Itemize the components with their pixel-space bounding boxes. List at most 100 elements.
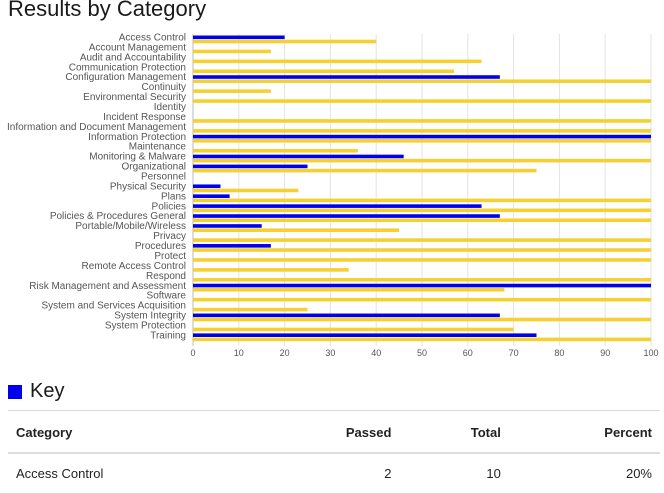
- bar-target[interactable]: [193, 268, 349, 272]
- category-label: Information and Document Management: [7, 122, 186, 133]
- page-title: Results by Category: [8, 0, 207, 21]
- bar-target[interactable]: [193, 119, 651, 123]
- x-tick-label: 100: [643, 348, 658, 358]
- cell-percent: 20%: [625, 466, 652, 481]
- cell-category: Access Control: [16, 466, 104, 481]
- bar-achieved[interactable]: [193, 283, 651, 288]
- category-label: Remote Access Control: [82, 261, 187, 272]
- x-tick-label: 70: [509, 348, 519, 358]
- category-label: Environmental Security: [83, 92, 186, 103]
- bar-target[interactable]: [193, 129, 651, 133]
- bars: [193, 35, 651, 342]
- category-label: System and Services Acquisition: [41, 301, 186, 312]
- bar-achieved[interactable]: [193, 204, 482, 208]
- x-tick-labels: 0 10 20 30 40 50 60 70 80 90 100: [190, 348, 658, 358]
- bar-target[interactable]: [193, 59, 482, 64]
- category-label: Audit and Accountability: [80, 52, 186, 63]
- bar-achieved[interactable]: [193, 194, 230, 198]
- bar-target[interactable]: [193, 297, 651, 302]
- cell-passed: 2: [384, 466, 392, 481]
- category-label: Procedures: [135, 241, 186, 252]
- category-label: Respond: [146, 271, 186, 282]
- category-label: Policies & Procedures General: [50, 211, 186, 222]
- bar-target[interactable]: [193, 317, 651, 322]
- category-label: Policies: [152, 201, 186, 212]
- category-label: Configuration Management: [65, 72, 186, 83]
- bar-target[interactable]: [193, 79, 651, 84]
- x-tick-label: 20: [280, 348, 290, 358]
- bar-target[interactable]: [193, 287, 505, 292]
- bar-target[interactable]: [193, 228, 400, 232]
- bar-target[interactable]: [193, 188, 299, 193]
- bar-target[interactable]: [193, 238, 651, 242]
- bar-achieved[interactable]: [193, 224, 262, 228]
- bar-target[interactable]: [193, 139, 651, 143]
- category-label: Training: [150, 330, 186, 341]
- results-table: Category Passed Total Percent Access Con…: [8, 410, 660, 493]
- category-label: Organizational: [122, 162, 186, 173]
- x-tick-label: 50: [417, 348, 427, 358]
- bar-achieved[interactable]: [193, 134, 651, 139]
- category-label: Incident Response: [103, 112, 186, 123]
- cell-total: 10: [486, 466, 501, 481]
- x-tick-label: 30: [325, 348, 335, 358]
- bar-target[interactable]: [193, 218, 651, 223]
- table-header-row: Category Passed Total Percent: [8, 410, 660, 454]
- bar-achieved[interactable]: [193, 75, 500, 79]
- bar-target[interactable]: [193, 307, 308, 312]
- category-label: Protect: [154, 251, 186, 262]
- bar-target[interactable]: [193, 278, 651, 282]
- category-label: Software: [147, 291, 187, 302]
- category-label: Physical Security: [110, 181, 186, 192]
- header-category[interactable]: Category: [8, 410, 254, 454]
- bar-target[interactable]: [193, 89, 271, 93]
- bar-target[interactable]: [193, 39, 377, 44]
- bar-target[interactable]: [193, 158, 651, 163]
- header-total[interactable]: Total: [399, 410, 509, 454]
- bar-target[interactable]: [193, 99, 651, 103]
- x-tick-label: 10: [234, 348, 244, 358]
- key-title: Key: [30, 380, 65, 402]
- category-label: Information Protection: [88, 132, 186, 143]
- category-label: Continuity: [142, 82, 186, 93]
- bar-target[interactable]: [193, 258, 651, 262]
- x-tick-label: 80: [554, 348, 564, 358]
- bar-achieved[interactable]: [193, 164, 308, 169]
- bar-achieved[interactable]: [193, 184, 221, 189]
- bar-target[interactable]: [193, 198, 651, 203]
- x-tick-label: 60: [463, 348, 473, 358]
- bar-achieved[interactable]: [193, 244, 271, 248]
- bar-target[interactable]: [193, 327, 514, 332]
- bar-target[interactable]: [193, 208, 651, 213]
- category-label: System Protection: [105, 320, 186, 331]
- key-section: Key: [8, 380, 64, 403]
- bar-achieved[interactable]: [193, 313, 500, 318]
- bar-achieved[interactable]: [193, 214, 500, 218]
- category-label: Risk Management and Assessment: [29, 281, 186, 292]
- x-tick-label: 90: [600, 348, 610, 358]
- category-label: Monitoring & Malware: [89, 152, 186, 163]
- key-swatch: [8, 384, 22, 399]
- category-label: Portable/Mobile/Wireless: [75, 221, 186, 232]
- bar-target[interactable]: [193, 69, 455, 74]
- bar-target[interactable]: [193, 337, 651, 342]
- bar-achieved[interactable]: [193, 333, 537, 337]
- grid-lines: [192, 34, 652, 346]
- x-tick-label: 0: [190, 348, 195, 358]
- bar-target[interactable]: [193, 148, 358, 153]
- category-label: Maintenance: [129, 142, 187, 153]
- bar-target[interactable]: [193, 248, 651, 252]
- category-label: Identity: [154, 102, 186, 113]
- bar-achieved[interactable]: [193, 35, 285, 40]
- category-label: Personnel: [141, 172, 186, 183]
- bar-target[interactable]: [193, 49, 271, 54]
- header-passed[interactable]: Passed: [253, 410, 400, 454]
- x-tick-label: 40: [371, 348, 381, 358]
- category-label: Communication Protection: [69, 62, 186, 73]
- category-label: Account Management: [89, 42, 187, 53]
- bar-achieved[interactable]: [193, 154, 404, 159]
- header-percent[interactable]: Percent: [508, 410, 660, 454]
- bar-target[interactable]: [193, 168, 537, 173]
